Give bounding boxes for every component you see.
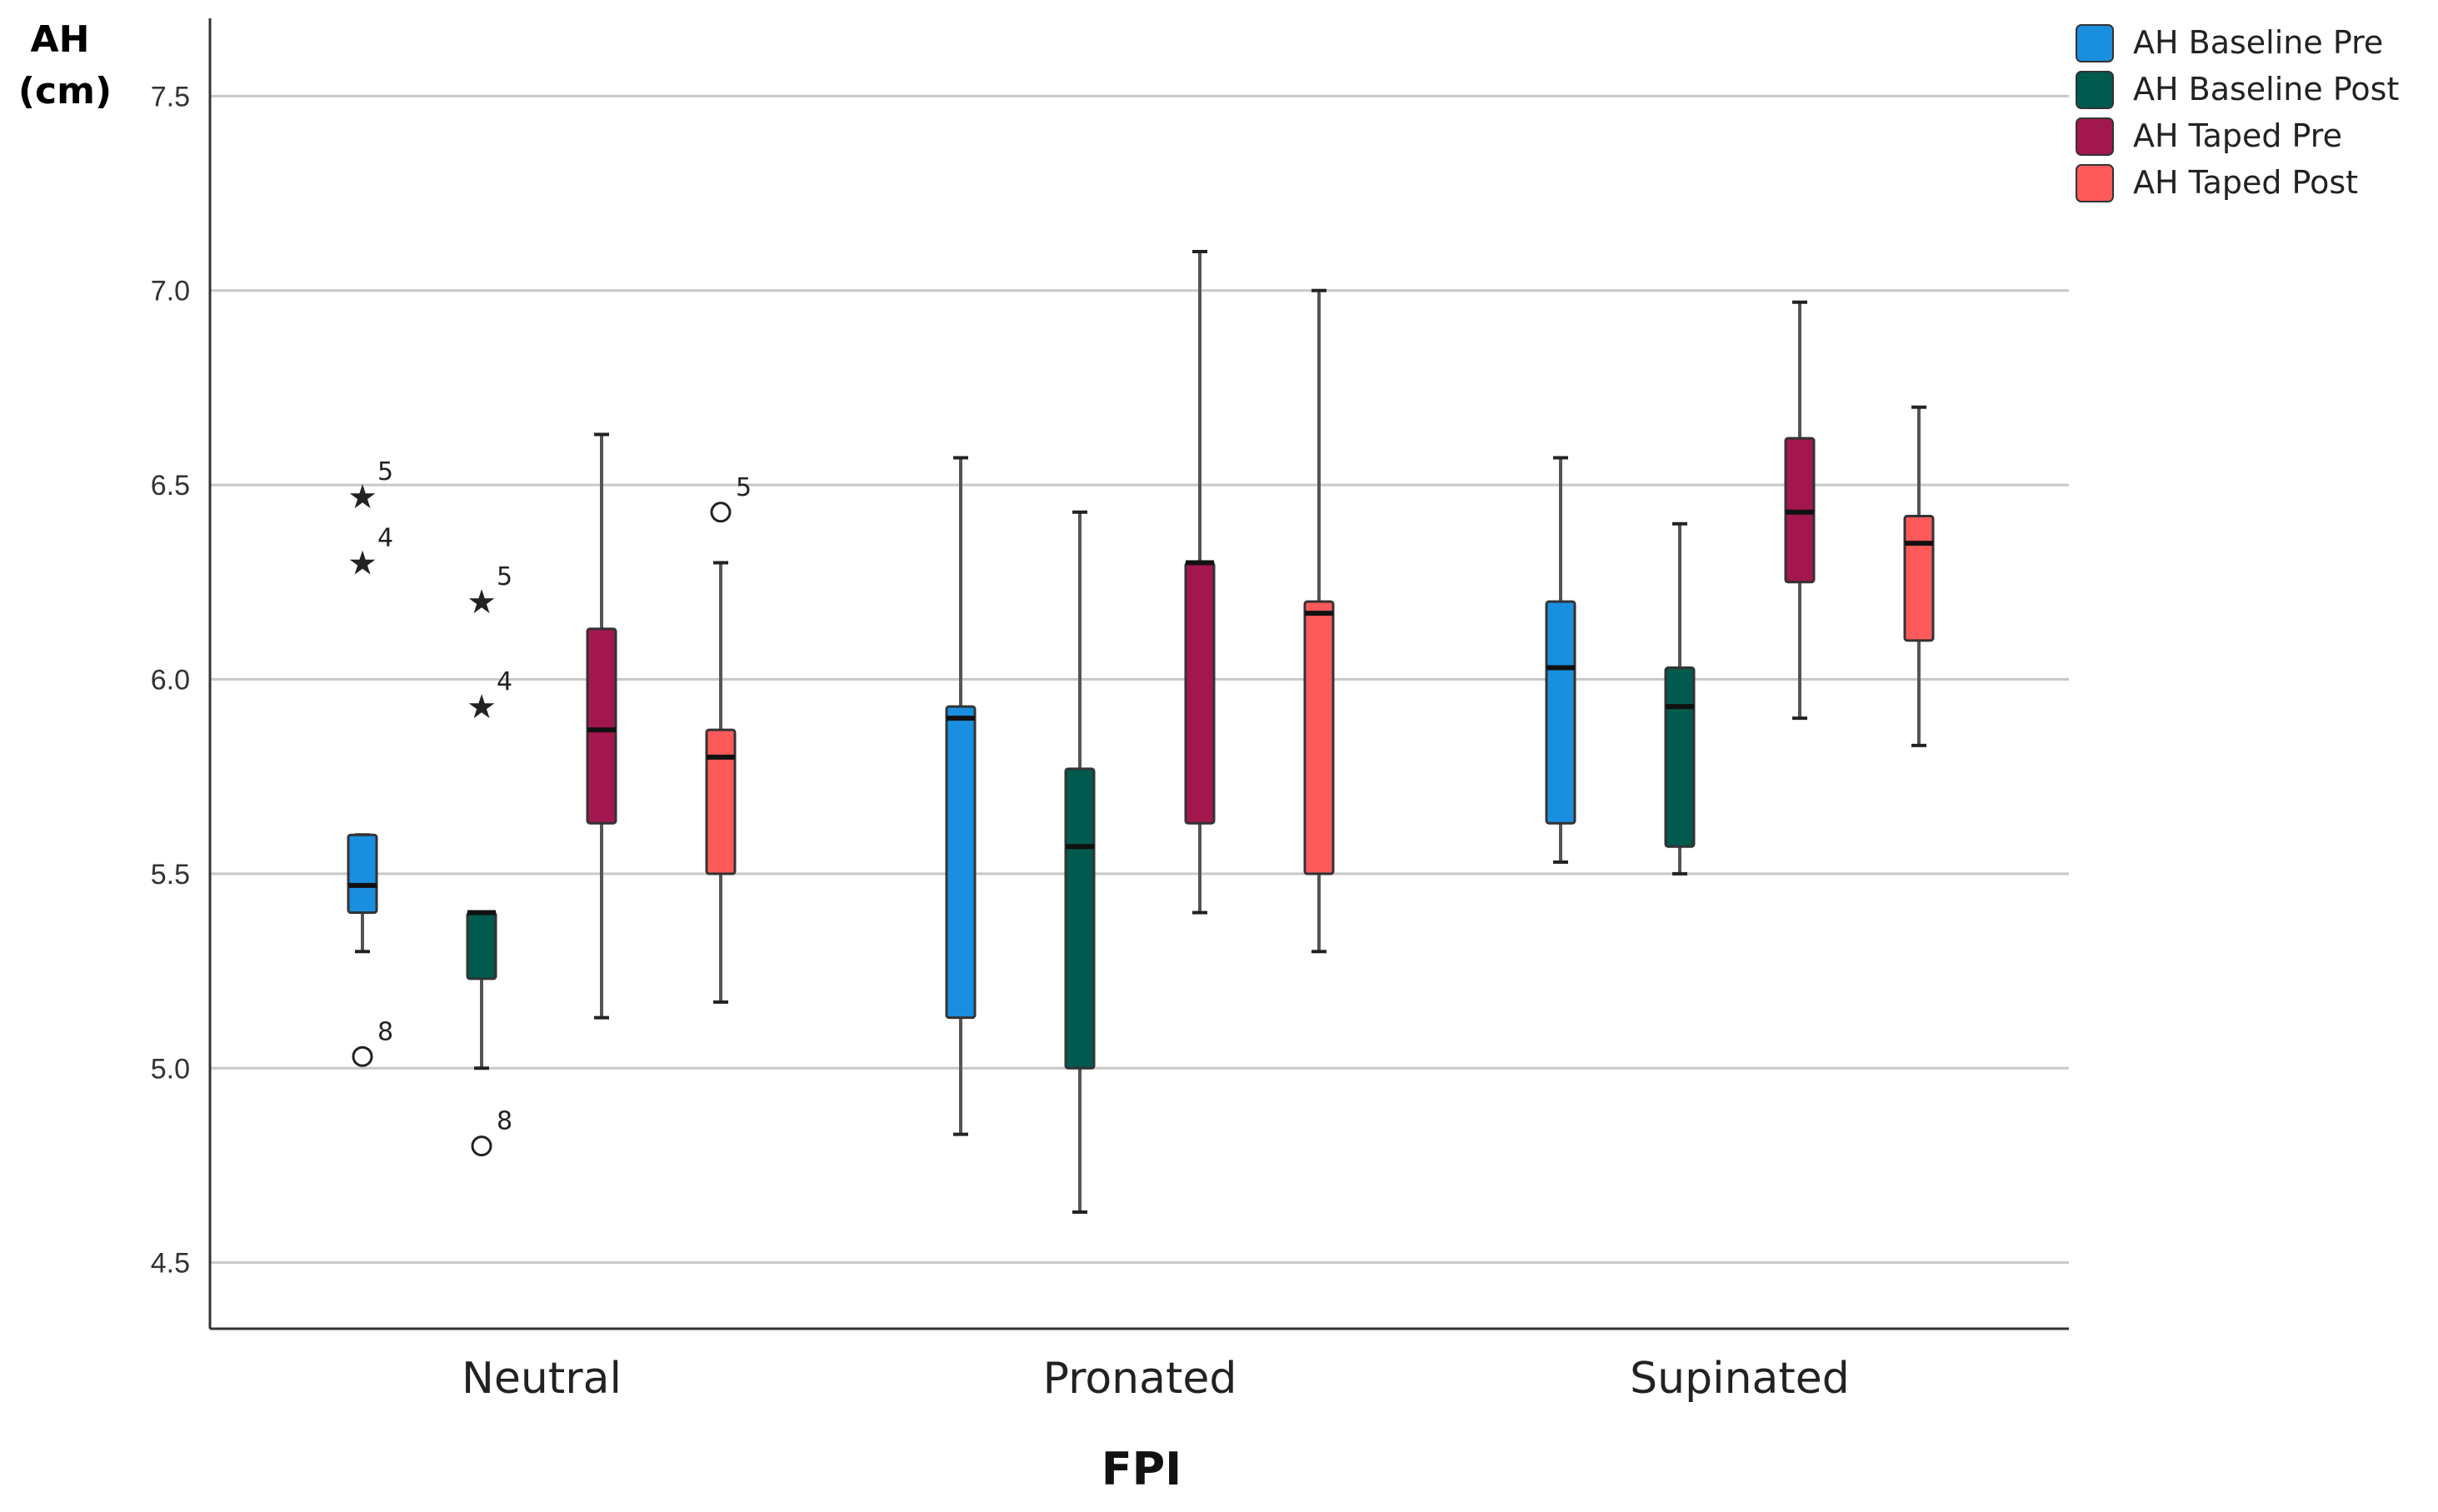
legend-item-ah-taped-pre: AH Taped Pre [2076, 117, 2342, 156]
box-ah-baseline-pre-neutral [347, 833, 378, 954]
legend-item-ah-baseline-post: AH Baseline Post [2076, 71, 2399, 109]
y-tick-label: 5.5 [151, 859, 190, 891]
outlier-circle-marker [471, 1135, 492, 1157]
y-axis-title-line-1: AH [31, 18, 90, 61]
x-category-label-pronated: Pronated [1043, 1354, 1237, 1404]
legend-label: AH Taped Pre [2133, 117, 2342, 154]
x-axis-title: FPI [1102, 1443, 1182, 1495]
outlier-star: ★4 [467, 667, 512, 726]
y-tick-label: 6.5 [151, 470, 190, 502]
x-category-label-neutral: Neutral [462, 1354, 622, 1404]
legend-swatch [2076, 71, 2114, 109]
box-ah-baseline-post-pronated [1064, 510, 1096, 1214]
box-ah-taped-post-neutral [705, 561, 737, 1004]
iqr-box [1664, 666, 1696, 848]
outliers: ★5★48★5★485 [347, 457, 752, 1157]
outlier-star-marker: ★ [347, 544, 377, 582]
iqr-box [945, 705, 977, 1020]
y-axis-ticks: 4.5 5.0 5.5 6.0 6.5 7.0 7.5 [151, 81, 190, 1279]
outlier-case-label: 8 [377, 1017, 393, 1046]
legend-item-ah-taped-post: AH Taped Post [2076, 164, 2358, 202]
outlier-star-marker: ★ [467, 583, 497, 621]
legend-label: AH Baseline Post [2133, 71, 2399, 107]
box-ah-taped-pre-pronated [1184, 250, 1216, 915]
box-ah-taped-post-supinated [1903, 405, 1935, 747]
outlier-circle-marker [352, 1045, 373, 1067]
outlier-star-marker: ★ [467, 688, 497, 726]
gridlines [210, 94, 2069, 1265]
axes [208, 18, 2069, 1330]
box-ah-baseline-pre-supinated [1545, 456, 1576, 864]
outlier-case-label: 8 [497, 1107, 512, 1136]
iqr-box [1184, 561, 1216, 825]
iqr-box [1303, 600, 1335, 876]
outlier-star: ★5 [467, 562, 512, 621]
legend-swatch [2076, 117, 2114, 156]
outlier-star: ★4 [347, 523, 393, 582]
outlier-case-label: 4 [377, 523, 393, 552]
iqr-box [1545, 600, 1576, 825]
outlier-circle-marker [710, 502, 732, 523]
iqr-box [347, 833, 378, 915]
outlier-star: ★5 [347, 457, 393, 516]
y-tick-label: 6.0 [151, 665, 190, 696]
iqr-box [1903, 514, 1935, 642]
outlier-case-label: 5 [736, 473, 752, 502]
iqr-box [586, 627, 617, 825]
y-tick-label: 5.0 [151, 1053, 190, 1085]
box-ah-baseline-post-neutral [466, 910, 497, 1070]
legend-label: AH Baseline Pre [2133, 24, 2383, 61]
outlier-circle: 8 [352, 1017, 393, 1067]
legend-item-ah-baseline-pre: AH Baseline Pre [2076, 24, 2383, 62]
y-tick-label: 7.0 [151, 276, 190, 307]
y-tick-label: 4.5 [151, 1248, 190, 1280]
iqr-box [705, 728, 737, 876]
x-category-label-supinated: Supinated [1630, 1354, 1850, 1404]
legend-swatch [2076, 164, 2114, 202]
iqr-box [466, 911, 497, 981]
iqr-box [1064, 767, 1096, 1070]
legend: AH Baseline Pre AH Baseline Post AH Taped … [2076, 24, 2399, 202]
legend-label: AH Taped Post [2133, 164, 2358, 201]
box-ah-taped-pre-neutral [586, 432, 617, 1020]
outlier-case-label: 5 [377, 457, 393, 487]
boxes [347, 250, 1935, 1214]
outlier-case-label: 5 [497, 562, 512, 591]
box-ah-baseline-pre-pronated [945, 456, 977, 1136]
y-axis-title-line-2: (cm) [18, 70, 112, 112]
box-ah-taped-post-pronated [1303, 288, 1335, 954]
outlier-circle: 8 [471, 1107, 512, 1157]
y-tick-label: 7.5 [151, 81, 190, 112]
box-ah-taped-pre-supinated [1784, 300, 1816, 721]
y-axis-title: AH (cm) [18, 18, 112, 112]
outlier-case-label: 4 [497, 667, 512, 696]
legend-swatch [2076, 24, 2114, 62]
outlier-star-marker: ★ [347, 478, 377, 516]
box-ah-baseline-post-supinated [1664, 521, 1696, 876]
outlier-circle: 5 [710, 473, 752, 523]
x-axis-categories: Neutral Pronated Supinated [462, 1354, 1850, 1404]
